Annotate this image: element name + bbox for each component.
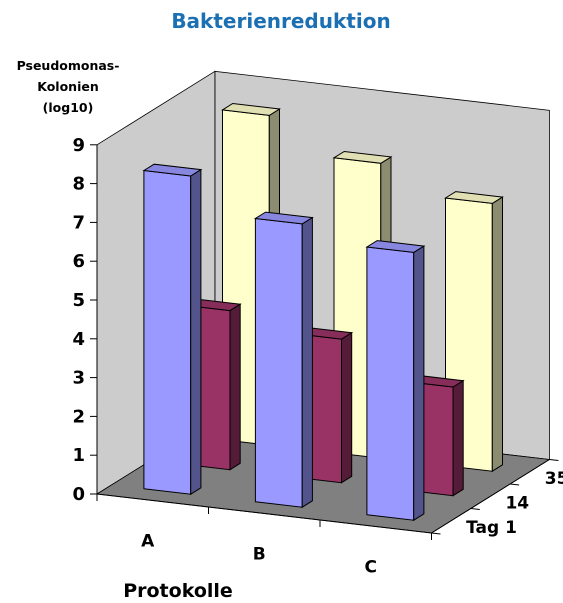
tick-labels: 0 1 2 3 4 5 6 7 8 9 A B C Tag 1 14 35 [72,135,563,578]
bar-side-face [341,331,353,484]
y-tick-label: 9 [72,135,85,156]
y-axis-label-line-3: (log10) [43,100,94,115]
bar-top-face [444,191,504,204]
bar [365,240,426,522]
bar [142,163,203,496]
y-tick-label: 7 [72,212,85,233]
bar-side-face [301,216,313,509]
depth-tick [549,459,559,461]
bars [142,102,504,522]
bar-front-face [254,217,303,508]
x-tick-label: B [253,545,266,565]
bar-side-face [190,168,202,496]
axes [90,144,559,540]
y-tick-label: 1 [72,445,85,466]
y-tick-label: 8 [72,174,85,195]
y-axis-label-line-2: Kolonien [37,79,99,94]
chart-title: Bakterienreduktion [171,9,390,33]
bar [253,211,314,509]
bar-front-face [366,246,415,521]
depth-tick-label: Tag 1 [466,518,517,538]
bar-side-face [452,379,464,497]
depth-tick-label: 35 [545,469,563,489]
bar-side-face [413,245,425,522]
depth-tick [431,532,441,535]
bar-side-face [491,196,503,473]
depth-tick-label: 14 [505,493,529,513]
y-tick-label: 5 [72,290,85,311]
bar-side-face [229,303,241,471]
depth-axis-line [431,459,550,534]
y-tick-label: 4 [72,329,85,350]
x-tick-label: A [141,532,155,552]
y-axis-label-line-1: Pseudomonas- [17,58,120,73]
x-axis-label: Protokolle [123,580,233,602]
y-tick-label: 3 [72,368,85,389]
depth-tick [470,508,480,510]
depth-tick [510,483,520,486]
bar-top-face [253,211,314,225]
y-tick-label: 2 [72,406,85,427]
bar-top-face [332,150,393,164]
bar-top-face [221,102,281,116]
bar-top-face [142,163,203,177]
y-tick-label: 0 [72,484,85,505]
bar-front-face [143,169,192,495]
x-tick-label: C [365,558,377,578]
y-tick-label: 6 [72,251,85,272]
bar-top-face [365,240,426,253]
x-axis-line [96,493,432,534]
